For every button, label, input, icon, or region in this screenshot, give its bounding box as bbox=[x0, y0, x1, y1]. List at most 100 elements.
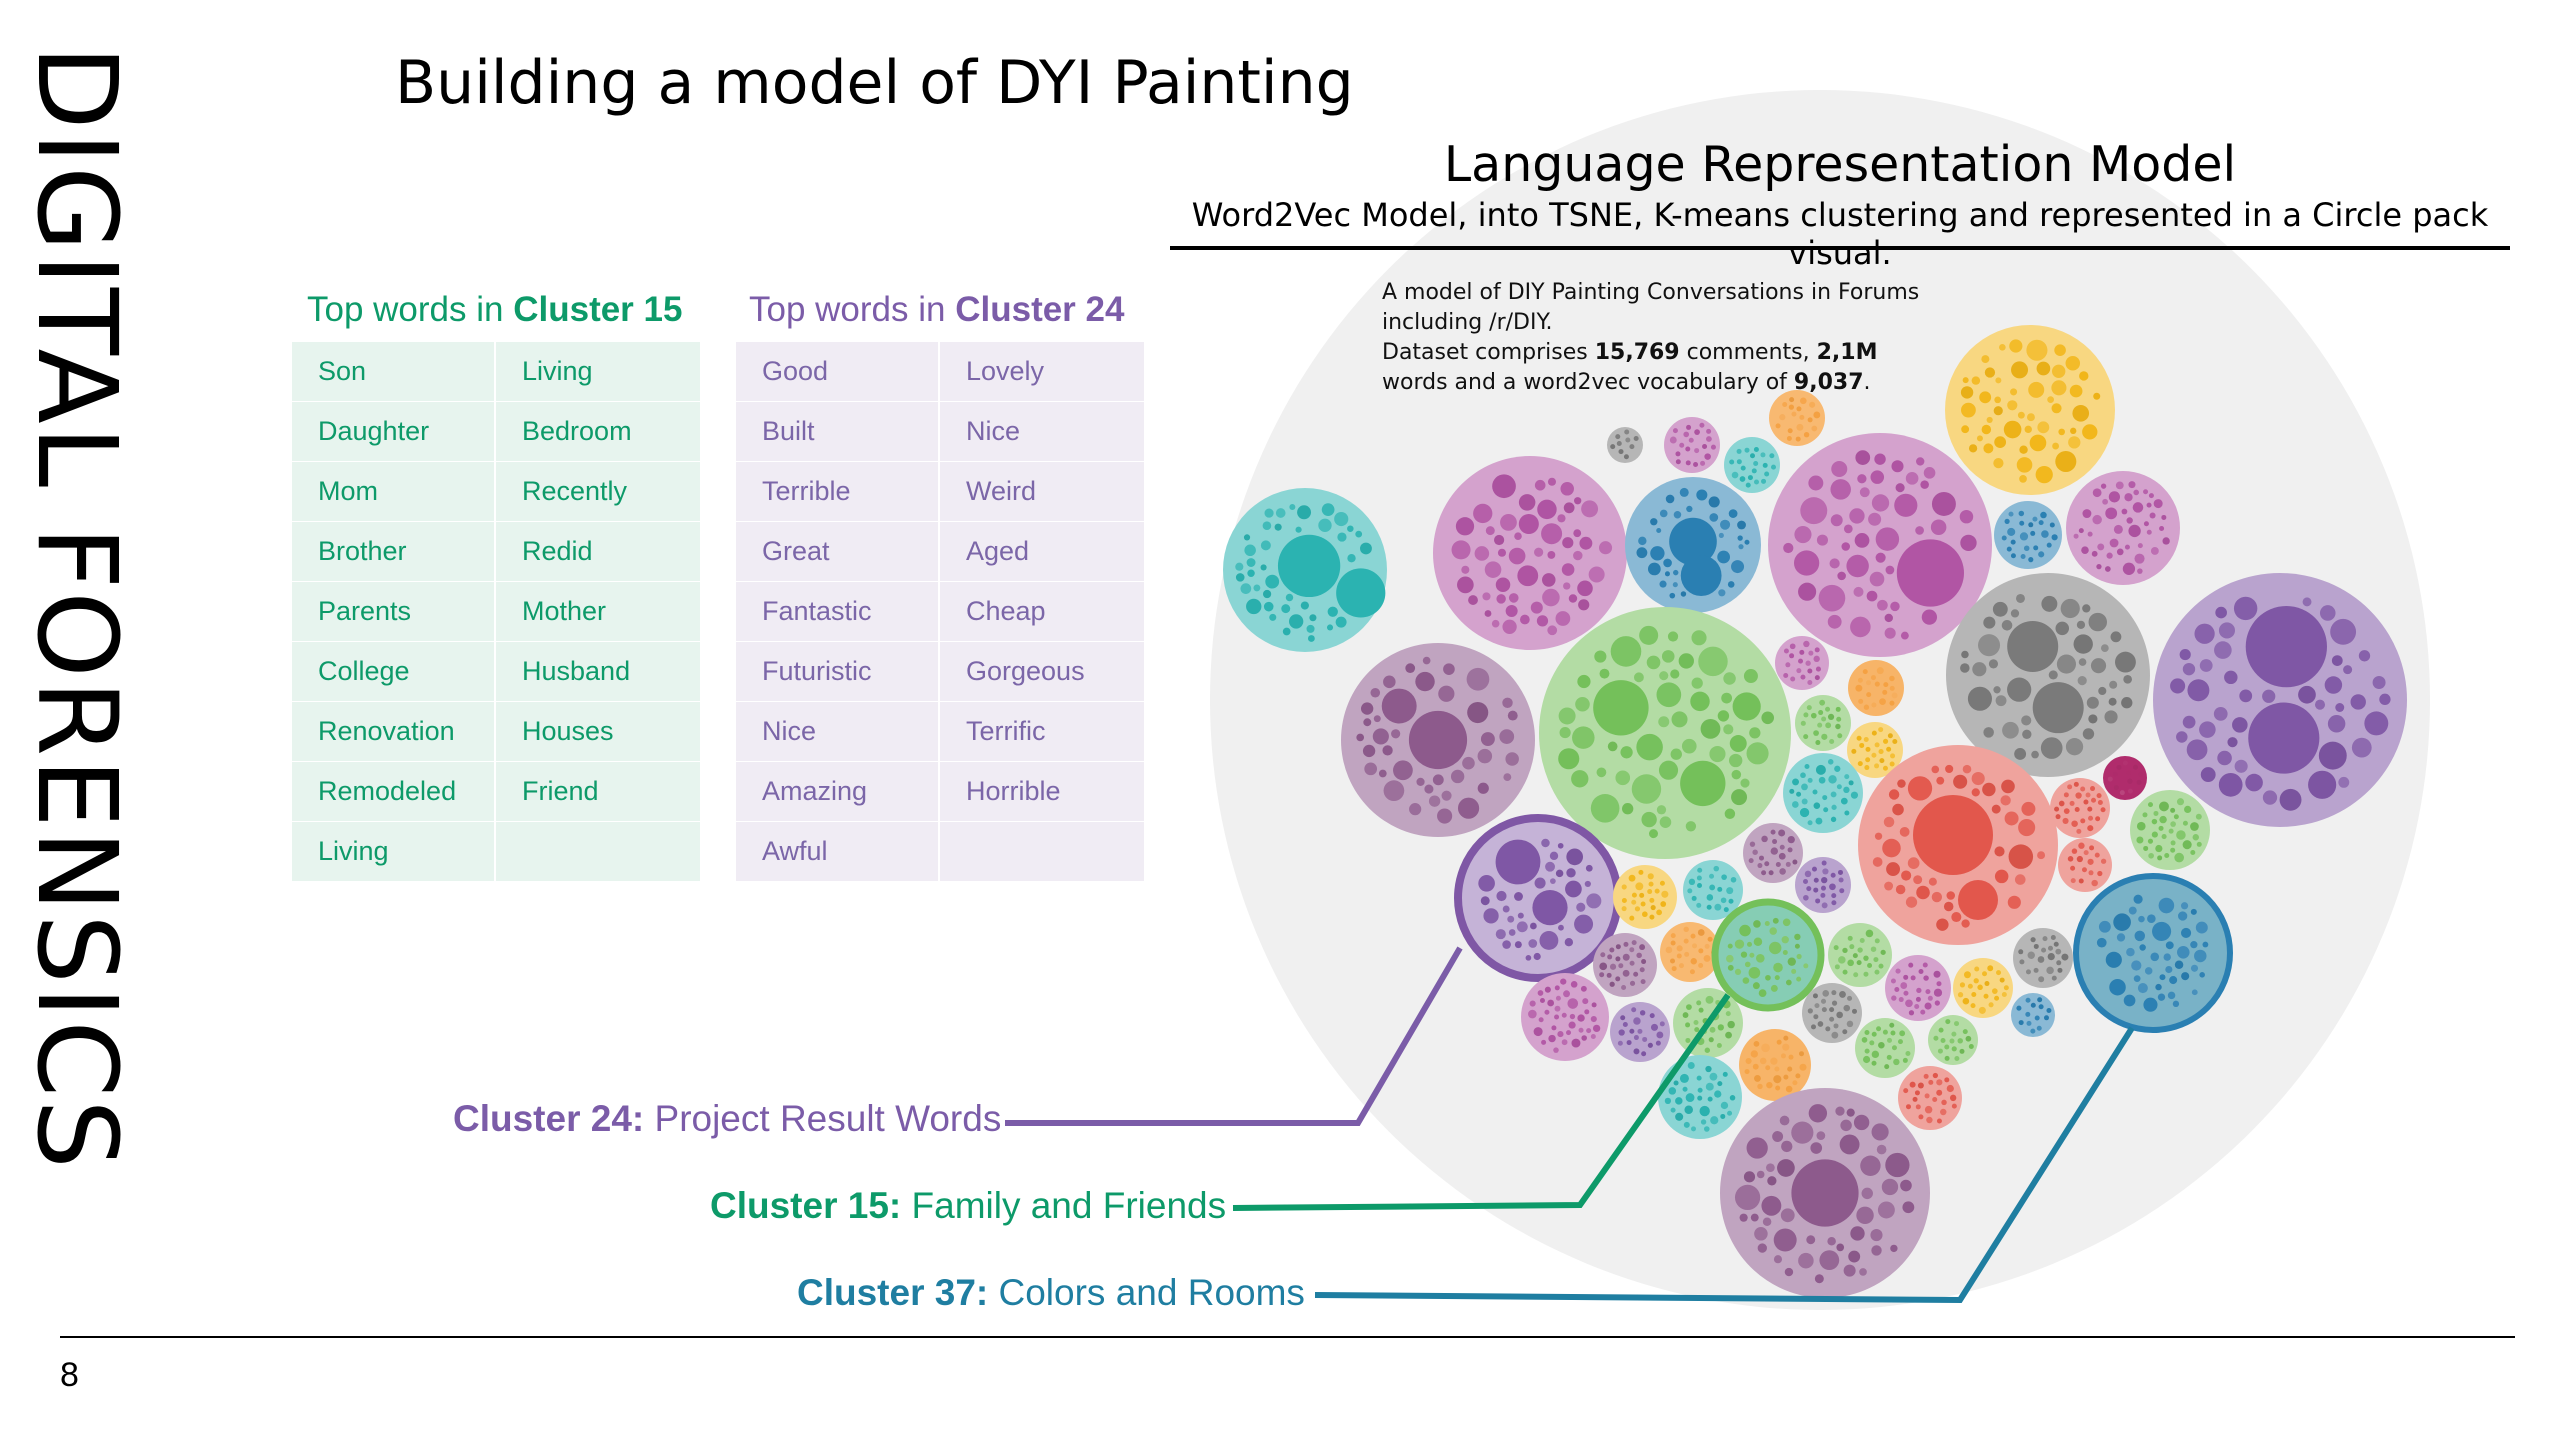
word-bubble bbox=[1739, 1213, 1748, 1222]
word-bubble bbox=[1829, 558, 1840, 569]
word-bubble bbox=[1946, 1084, 1954, 1093]
word-bubble bbox=[1714, 903, 1722, 911]
word-bubble bbox=[1547, 999, 1555, 1007]
word-bubble bbox=[2122, 562, 2136, 575]
word-bubble bbox=[1915, 526, 1924, 535]
word-bubble bbox=[1624, 429, 1630, 435]
word-bubble bbox=[1615, 434, 1621, 440]
word-bubble bbox=[2379, 693, 2391, 706]
word-bubble bbox=[1590, 1034, 1596, 1040]
word-bubble bbox=[1810, 1024, 1816, 1030]
word-bubble bbox=[2217, 750, 2232, 766]
word-bubble bbox=[1910, 975, 1916, 981]
word-bubble bbox=[2143, 521, 2149, 527]
word-bubble bbox=[1499, 729, 1515, 744]
word-bubble bbox=[1804, 764, 1810, 770]
word-bubble bbox=[2137, 543, 2143, 549]
word-bubble bbox=[1778, 829, 1786, 837]
word-bubble bbox=[1318, 518, 1332, 533]
word-bubble bbox=[2033, 967, 2039, 973]
word-bubble bbox=[1277, 534, 1341, 598]
word-bubble bbox=[1629, 947, 1635, 953]
word-bubble bbox=[1500, 514, 1517, 531]
word-bubble bbox=[1693, 1020, 1699, 1026]
word-bubble bbox=[1691, 677, 1703, 689]
word-bubble bbox=[1846, 554, 1869, 578]
word-bubble bbox=[2158, 825, 2164, 831]
word-bubble bbox=[1562, 537, 1574, 549]
word-bubble bbox=[2115, 481, 2124, 490]
word-bubble bbox=[1588, 566, 1605, 583]
word-bubble bbox=[1971, 771, 1985, 786]
word-bubble bbox=[1798, 1252, 1814, 1269]
word-bubble bbox=[2139, 944, 2146, 951]
word-bubble bbox=[1995, 695, 2007, 707]
word-bubble bbox=[1753, 461, 1759, 467]
word-bubble bbox=[1364, 762, 1378, 776]
word-bubble bbox=[1246, 598, 1262, 615]
word-bubble bbox=[1561, 1012, 1567, 1018]
word-bubble bbox=[1533, 1027, 1543, 1037]
word-bubble bbox=[1641, 811, 1657, 828]
word-bubble bbox=[1246, 558, 1256, 567]
word-bubble bbox=[1607, 741, 1618, 752]
word-bubble bbox=[1415, 671, 1435, 692]
word-bubble bbox=[1843, 1264, 1856, 1277]
word-bubble bbox=[1667, 631, 1679, 642]
word-bubble bbox=[2080, 786, 2086, 792]
word-bubble bbox=[1622, 1021, 1628, 1027]
word-bubble bbox=[2187, 679, 2210, 702]
word-bubble bbox=[1951, 1046, 1957, 1052]
word-bubble bbox=[1893, 1058, 1900, 1066]
word-bubble bbox=[1514, 532, 1522, 540]
word-bubble bbox=[1683, 1121, 1690, 1128]
word-cell: Aged bbox=[940, 522, 1144, 582]
word-bubble bbox=[1891, 1045, 1897, 1051]
word-bubble bbox=[2172, 1000, 2180, 1007]
word-bubble bbox=[1876, 1144, 1887, 1155]
word-bubble bbox=[1789, 397, 1795, 403]
word-bubble bbox=[1262, 589, 1272, 599]
word-bubble bbox=[1783, 1074, 1789, 1080]
cluster-15 bbox=[1711, 898, 1825, 1012]
word-bubble bbox=[2195, 921, 2208, 934]
word-bubble bbox=[2161, 514, 2167, 520]
word-bubble bbox=[1770, 464, 1776, 470]
word-bubble bbox=[1600, 952, 1606, 958]
word-bubble bbox=[1569, 1013, 1576, 1020]
word-bubble bbox=[2143, 845, 2149, 851]
cluster-small-orange-4 bbox=[1739, 1029, 1811, 1101]
word-bubble bbox=[1983, 993, 1989, 999]
word-bubble bbox=[1698, 646, 1728, 677]
word-bubble bbox=[1833, 945, 1839, 951]
word-bubble bbox=[1915, 996, 1921, 1002]
word-bubble bbox=[1422, 656, 1431, 665]
word-bubble bbox=[1698, 963, 1704, 969]
word-bubble bbox=[1727, 1020, 1735, 1029]
word-bubble bbox=[2097, 870, 2103, 877]
word-bubble bbox=[2115, 651, 2136, 673]
word-bubble bbox=[1831, 893, 1837, 899]
word-bubble bbox=[1815, 898, 1821, 904]
word-bubble bbox=[2049, 522, 2055, 528]
word-bubble bbox=[1424, 784, 1434, 794]
word-cell bbox=[496, 822, 700, 882]
word-bubble bbox=[2019, 532, 2029, 541]
word-cell: Houses bbox=[496, 702, 700, 762]
word-bubble bbox=[1558, 748, 1580, 770]
word-bubble bbox=[1260, 540, 1271, 551]
word-bubble bbox=[1752, 1063, 1759, 1070]
word-bubble bbox=[2025, 1011, 2031, 1017]
word-bubble bbox=[1890, 753, 1896, 759]
word-bubble bbox=[2018, 1020, 2024, 1026]
word-bubble bbox=[1863, 737, 1869, 743]
word-bubble bbox=[1467, 701, 1489, 724]
word-bubble bbox=[1829, 1007, 1835, 1013]
word-bubble bbox=[1640, 979, 1646, 985]
word-bubble bbox=[1951, 911, 1962, 923]
word-bubble bbox=[1704, 453, 1711, 460]
word-bubble bbox=[1835, 706, 1841, 712]
word-bubble bbox=[1731, 769, 1742, 780]
word-bubble bbox=[1609, 981, 1615, 987]
word-bubble bbox=[1673, 1080, 1679, 1086]
